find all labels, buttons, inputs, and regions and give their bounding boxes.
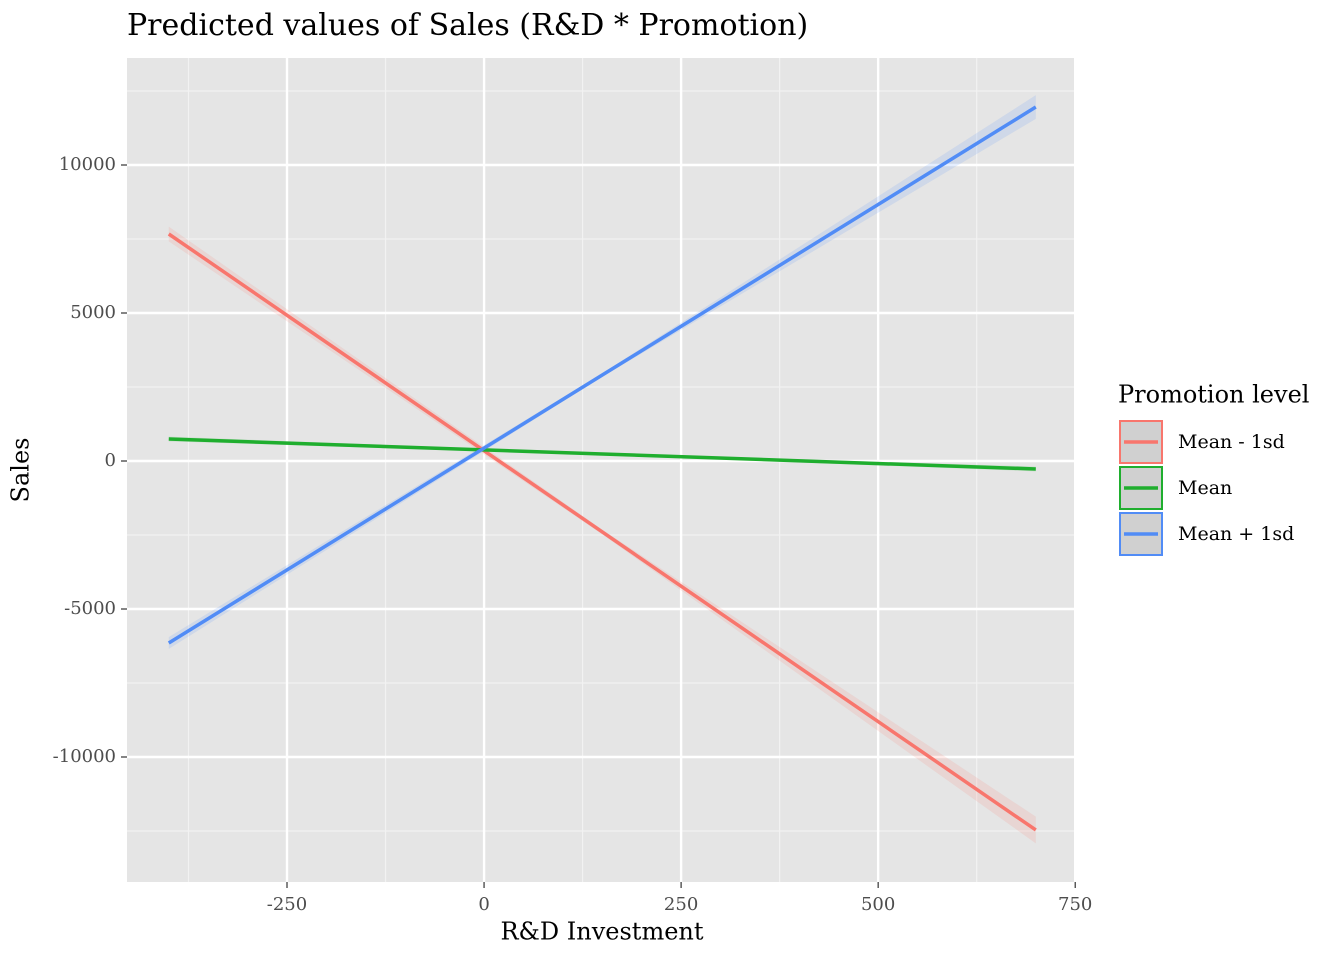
grid xyxy=(127,58,1077,882)
y-tick-label: -10000 xyxy=(53,746,116,767)
y-tick-label: 10000 xyxy=(59,154,116,175)
plot-area xyxy=(167,95,1037,844)
legend-label: Mean - 1sd xyxy=(1178,431,1285,453)
chart-title: Predicted values of Sales (R&D * Promoti… xyxy=(127,8,808,43)
y-tick-label: 5000 xyxy=(70,302,116,323)
legend-label: Mean xyxy=(1178,477,1232,499)
legend-title: Promotion level xyxy=(1118,381,1309,409)
x-tick-label: 250 xyxy=(664,894,698,915)
line xyxy=(168,437,1036,471)
x-tick-label: 500 xyxy=(861,894,895,915)
line xyxy=(167,105,1037,645)
y-tick-label: -5000 xyxy=(64,598,116,619)
x-axis-title: R&D Investment xyxy=(500,918,703,946)
legend-label: Mean + 1sd xyxy=(1178,523,1294,545)
panel xyxy=(127,58,1076,882)
ci-ribbon xyxy=(168,226,1036,844)
legend: Promotion level Mean - 1sd Mean Mean + 1sd xyxy=(1118,381,1309,556)
y-tick-label: 0 xyxy=(105,450,116,471)
x-tick-label: -250 xyxy=(267,894,307,915)
x-tick-label: 750 xyxy=(1058,894,1092,915)
y-axis-title: Sales xyxy=(7,438,35,503)
x-tick-label: 0 xyxy=(478,894,489,915)
line xyxy=(167,232,1037,832)
